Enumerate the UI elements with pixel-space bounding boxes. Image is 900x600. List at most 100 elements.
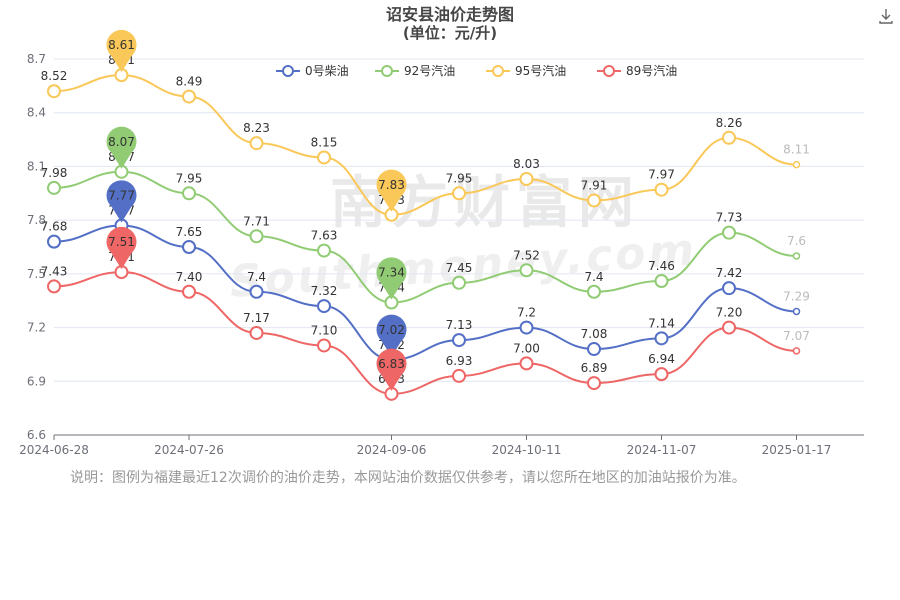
data-point[interactable]: [587, 376, 601, 391]
legend-label: 92号汽油: [404, 63, 455, 78]
marker-pin: 7.51: [106, 226, 137, 270]
data-point[interactable]: [249, 136, 264, 151]
data-label: 7.4: [584, 270, 603, 284]
legend-item-1[interactable]: 92号汽油: [375, 63, 455, 78]
data-point[interactable]: [317, 150, 331, 165]
y-tick-label: 8.7: [27, 52, 46, 66]
data-point[interactable]: [452, 368, 466, 383]
data-point[interactable]: [792, 160, 801, 169]
marker-label: 7.51: [108, 235, 135, 249]
data-label: 7.95: [446, 171, 473, 185]
legend-label: 89号汽油: [626, 63, 677, 78]
marker-pin: 7.02: [376, 314, 407, 357]
data-point[interactable]: [47, 279, 61, 294]
data-point[interactable]: [47, 234, 61, 249]
marker-label: 8.07: [108, 135, 135, 149]
data-point[interactable]: [654, 182, 669, 197]
marker-label: 8.61: [108, 38, 135, 52]
marker-shape: [376, 314, 407, 357]
data-point[interactable]: [519, 263, 534, 278]
data-point[interactable]: [317, 338, 331, 353]
data-point[interactable]: [249, 229, 264, 244]
data-point[interactable]: [47, 180, 61, 195]
data-label: 8.03: [513, 157, 540, 171]
data-point[interactable]: [519, 171, 534, 186]
data-point[interactable]: [249, 284, 264, 299]
legend-item-3[interactable]: 89号汽油: [597, 63, 677, 78]
data-point[interactable]: [182, 240, 196, 254]
data-label: 6.89: [581, 361, 608, 375]
data-point[interactable]: [792, 252, 801, 260]
marker-pin: 7.77: [106, 180, 137, 223]
data-point[interactable]: [587, 193, 601, 208]
legend[interactable]: 0号柴油 92号汽油 95号汽油 89号汽油: [276, 63, 677, 78]
data-label: 7.29: [783, 289, 810, 303]
data-label: 7.2: [517, 306, 536, 320]
data-point[interactable]: [792, 347, 801, 355]
marker-label: 6.83: [378, 357, 405, 371]
data-label: 7.42: [716, 266, 743, 280]
data-label: 7.63: [311, 229, 338, 243]
data-label: 7.71: [243, 214, 270, 228]
data-label: 7.40: [176, 270, 203, 284]
data-point[interactable]: [587, 284, 601, 299]
data-point[interactable]: [317, 243, 331, 258]
data-label: 7.32: [311, 284, 338, 298]
data-label: 7.20: [716, 306, 743, 320]
data-label: 8.52: [41, 69, 68, 83]
data-point[interactable]: [722, 320, 736, 335]
legend-item-0[interactable]: 0号柴油: [276, 64, 349, 78]
y-tick-label: 8.1: [27, 159, 46, 173]
data-label: 7.91: [581, 178, 608, 192]
data-point[interactable]: [519, 320, 534, 335]
data-point[interactable]: [587, 342, 601, 357]
data-point[interactable]: [722, 225, 736, 240]
data-point[interactable]: [654, 367, 669, 382]
data-point[interactable]: [182, 284, 196, 299]
data-label: 7.95: [176, 171, 203, 185]
data-point[interactable]: [249, 325, 264, 340]
y-tick-label: 8.4: [27, 106, 46, 120]
legend-label: 0号柴油: [305, 64, 349, 78]
data-point[interactable]: [792, 307, 801, 316]
data-point[interactable]: [722, 130, 736, 145]
data-point[interactable]: [654, 331, 669, 346]
data-label: 7.14: [648, 316, 675, 330]
data-point[interactable]: [182, 186, 196, 201]
data-point[interactable]: [519, 356, 534, 371]
data-point[interactable]: [452, 333, 466, 348]
legend-item-2[interactable]: 95号汽油: [486, 63, 566, 78]
legend-label: 95号汽油: [515, 63, 566, 78]
marker-shape: [376, 348, 407, 391]
y-tick-label: 7.2: [27, 321, 46, 335]
data-label: 8.11: [783, 143, 810, 157]
x-tick-label: 2024-09-06: [357, 443, 427, 457]
series-3: 7.437.517.407.177.106.836.937.006.896.94…: [41, 250, 810, 401]
data-label: 8.26: [716, 116, 743, 130]
data-point[interactable]: [452, 275, 466, 290]
marker-shape: [106, 126, 137, 169]
data-label: 7.98: [41, 166, 68, 180]
series-0: 7.687.777.657.47.327.027.137.27.087.147.…: [41, 204, 810, 367]
data-label: 7.07: [783, 329, 810, 343]
marker-pin: 8.61: [106, 29, 137, 73]
data-point[interactable]: [47, 84, 61, 99]
legend-symbol: [603, 65, 615, 77]
download-button[interactable]: [876, 6, 896, 26]
series-1: 7.988.077.957.717.637.347.457.527.47.467…: [41, 150, 806, 310]
x-tick-label: 2024-06-28: [19, 443, 89, 457]
legend-symbol: [381, 65, 393, 77]
data-point[interactable]: [317, 299, 331, 314]
x-tick-label: 2024-07-26: [154, 443, 224, 457]
data-point[interactable]: [722, 281, 736, 296]
marker-shape: [376, 257, 407, 300]
legend-symbol: [492, 65, 504, 77]
data-point[interactable]: [182, 89, 196, 104]
data-label: 6.94: [648, 352, 675, 366]
series-2: 8.528.618.498.238.157.837.958.037.917.97…: [41, 53, 810, 222]
data-label: 8.49: [176, 75, 203, 89]
data-label: 7.46: [648, 259, 675, 273]
data-point[interactable]: [654, 274, 669, 289]
data-point[interactable]: [452, 186, 466, 201]
